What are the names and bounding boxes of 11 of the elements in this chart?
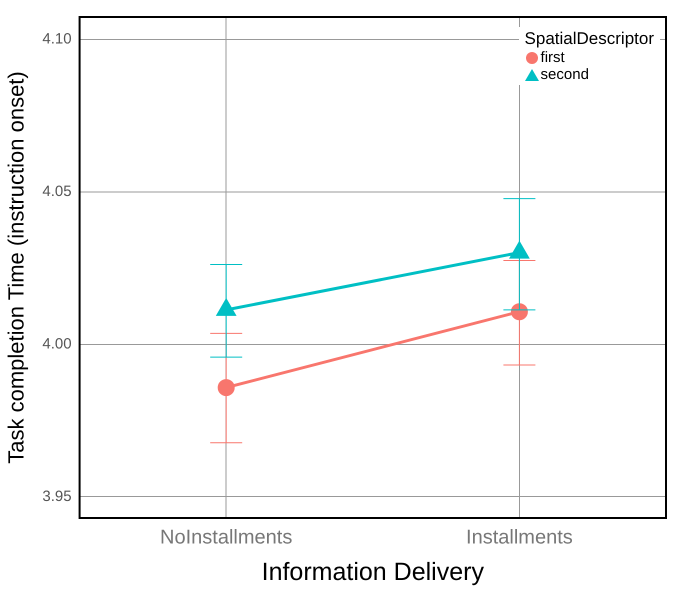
legend-title: SpatialDescriptor [524, 29, 654, 49]
x-axis-title: Information Delivery [262, 558, 484, 586]
x-tick-label: NoInstallments [160, 526, 292, 549]
legend-label: second [540, 66, 589, 83]
y-tick-label: 4.05 [42, 183, 72, 200]
y-tick-label: 4.10 [42, 30, 72, 48]
y-axis-title: Task completion Time (instruction onset) [3, 71, 28, 464]
y-tick-label: 3.95 [42, 488, 72, 505]
x-tick-label: Installments [466, 526, 573, 549]
legend-label: first [540, 49, 565, 66]
y-tick-label: 4.00 [42, 335, 72, 352]
